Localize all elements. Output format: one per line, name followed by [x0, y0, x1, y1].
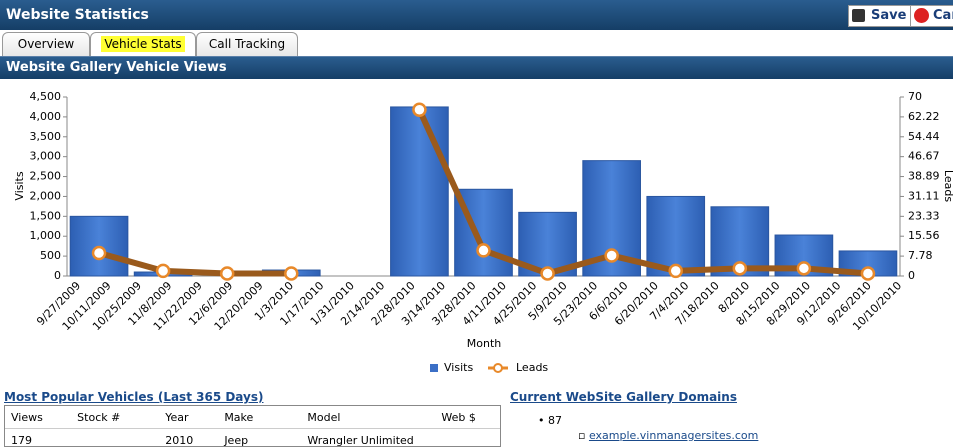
y2-tick-label: 62.22: [908, 110, 940, 123]
line-marker: [413, 104, 425, 116]
table-cell: Jeep: [218, 429, 301, 447]
x-axis-title: Month: [467, 337, 502, 350]
line-marker: [734, 262, 746, 274]
legend-label: Leads: [516, 361, 548, 374]
table-cell: Model: [301, 406, 435, 429]
y-tick-label: 3,000: [30, 150, 62, 163]
tab[interactable]: Overview: [2, 32, 90, 56]
y-tick-label: 1,000: [30, 229, 62, 242]
table-cell: Views: [5, 406, 71, 429]
y2-tick-label: 23.33: [908, 209, 940, 222]
header: Website Statistics: [0, 0, 953, 30]
y-tick-label: 4,500: [30, 90, 62, 103]
cancel-label[interactable]: Can: [933, 8, 953, 23]
legend-swatch: [494, 364, 502, 372]
table-cell: Make: [218, 406, 301, 429]
table-cell: [435, 429, 500, 447]
domain-link-item: ▫ example.vinmanagersites.com: [578, 429, 758, 442]
line-marker: [862, 267, 874, 279]
line-marker: [670, 265, 682, 277]
table-cell: Web $: [435, 406, 500, 429]
y2-tick-label: 54.44: [908, 130, 940, 143]
line-marker: [221, 267, 233, 279]
y-tick-label: 1,500: [30, 209, 62, 222]
y-tick-label: 3,500: [30, 130, 62, 143]
section-header: Website Gallery Vehicle Views: [0, 57, 953, 79]
table-cell: 179: [5, 429, 71, 447]
y-tick-label: 0: [54, 269, 61, 282]
legend-swatch: [430, 364, 438, 372]
domain-label: 87: [548, 414, 562, 427]
y-axis-title: Visits: [13, 171, 26, 200]
y2-tick-label: 70: [908, 90, 922, 103]
y-tick-label: 2,000: [30, 189, 62, 202]
y2-tick-label: 0: [908, 269, 915, 282]
chart: Visits Leads Month 0 500 1,000 1,500 2,000 2,…: [0, 80, 953, 380]
section-title: Website Gallery Vehicle Views: [6, 60, 227, 75]
y2-tick-label: 15.56: [908, 229, 940, 242]
tab-active[interactable]: Vehicle Stats: [90, 32, 196, 56]
table-cell: [71, 429, 159, 447]
line-marker: [93, 247, 105, 259]
domains-title[interactable]: Current WebSite Gallery Domains: [510, 390, 737, 404]
table-cell: Stock #: [71, 406, 159, 429]
y2-tick-label: 38.89: [908, 170, 940, 183]
table-cell: Wrangler Unlimited: [301, 429, 435, 447]
header-title: Website Statistics: [6, 7, 149, 23]
save-label[interactable]: Save: [871, 8, 906, 23]
table-cell: Year: [159, 406, 218, 429]
y2-tick-label: 7.78: [908, 249, 933, 262]
line-marker: [478, 244, 490, 256]
table-cell: 2010: [159, 429, 218, 447]
bar: [391, 107, 449, 276]
line-marker: [798, 262, 810, 274]
line-marker: [285, 267, 297, 279]
y-tick-label: 4,000: [30, 110, 62, 123]
tab-label[interactable]: Vehicle Stats: [101, 36, 184, 52]
line-marker: [157, 265, 169, 277]
y-tick-label: 500: [40, 249, 61, 262]
y2-axis-title: Leads: [942, 170, 953, 202]
tab[interactable]: Call Tracking: [196, 32, 298, 56]
cancel-button[interactable]: Can: [910, 5, 953, 27]
domain-item: • 87: [538, 414, 562, 427]
line-marker: [606, 250, 618, 262]
y-tick-label: 2,500: [30, 170, 62, 183]
y2-tick-label: 31.11: [908, 189, 940, 202]
y2-tick-label: 46.67: [908, 150, 940, 163]
popular-title[interactable]: Most Popular Vehicles (Last 365 Days): [4, 390, 263, 404]
line-marker: [542, 267, 554, 279]
legend-label: Visits: [444, 361, 473, 374]
domain-link[interactable]: example.vinmanagersites.com: [589, 429, 758, 442]
